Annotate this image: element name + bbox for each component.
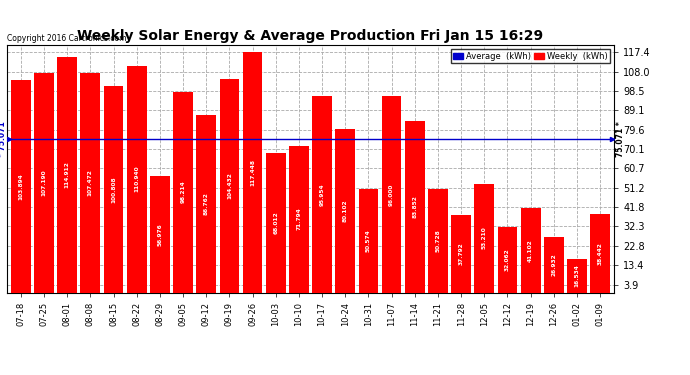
Text: 50.728: 50.728 [435, 229, 440, 252]
Bar [335, 129, 355, 292]
Bar [382, 96, 402, 292]
Bar [266, 153, 286, 292]
Text: 110.940: 110.940 [134, 166, 139, 192]
Text: 98.214: 98.214 [181, 181, 186, 203]
Text: 114.912: 114.912 [65, 162, 70, 188]
Text: 56.976: 56.976 [157, 223, 162, 246]
Bar [405, 121, 424, 292]
Bar [219, 79, 239, 292]
Text: 117.448: 117.448 [250, 159, 255, 186]
Text: 80.102: 80.102 [343, 199, 348, 222]
Text: Copyright 2016 Cartronics.com: Copyright 2016 Cartronics.com [7, 33, 126, 42]
Text: 26.932: 26.932 [551, 254, 556, 276]
Text: 38.442: 38.442 [598, 242, 602, 265]
Text: 41.102: 41.102 [528, 239, 533, 262]
Title: Weekly Solar Energy & Average Production Fri Jan 15 16:29: Weekly Solar Energy & Average Production… [77, 29, 544, 43]
Bar [359, 189, 378, 292]
Bar [567, 259, 587, 292]
Bar [451, 215, 471, 292]
Bar [34, 73, 54, 292]
Text: 75.071 *: 75.071 * [616, 121, 625, 157]
Text: 107.472: 107.472 [88, 169, 93, 196]
Text: 32.062: 32.062 [505, 248, 510, 271]
Text: 83.852: 83.852 [413, 195, 417, 218]
Bar [591, 214, 610, 292]
Bar [127, 66, 146, 292]
Text: 16.534: 16.534 [575, 264, 580, 287]
Bar [173, 92, 193, 292]
Text: 53.210: 53.210 [482, 227, 487, 249]
Bar [81, 73, 100, 292]
Bar [544, 237, 564, 292]
Text: 100.808: 100.808 [111, 176, 116, 203]
Bar [57, 57, 77, 292]
Text: 68.012: 68.012 [273, 211, 278, 234]
Bar [150, 176, 170, 292]
Text: 104.432: 104.432 [227, 172, 232, 199]
Bar [289, 146, 308, 292]
Bar [475, 184, 494, 292]
Text: * 75.071: * 75.071 [0, 121, 7, 157]
Text: 50.574: 50.574 [366, 230, 371, 252]
Text: 103.894: 103.894 [19, 173, 23, 200]
Bar [243, 52, 262, 292]
Bar [104, 86, 124, 292]
Bar [497, 227, 518, 292]
Bar [313, 96, 332, 292]
Bar [11, 80, 30, 292]
Text: 96.000: 96.000 [389, 183, 394, 206]
Bar [428, 189, 448, 292]
Text: 71.794: 71.794 [297, 208, 302, 231]
Bar [197, 115, 216, 292]
Text: 107.190: 107.190 [41, 170, 46, 196]
Legend: Average  (kWh), Weekly  (kWh): Average (kWh), Weekly (kWh) [451, 49, 610, 63]
Bar [521, 209, 540, 292]
Text: 95.954: 95.954 [319, 183, 324, 206]
Text: 86.762: 86.762 [204, 192, 208, 215]
Text: 37.792: 37.792 [459, 243, 464, 265]
